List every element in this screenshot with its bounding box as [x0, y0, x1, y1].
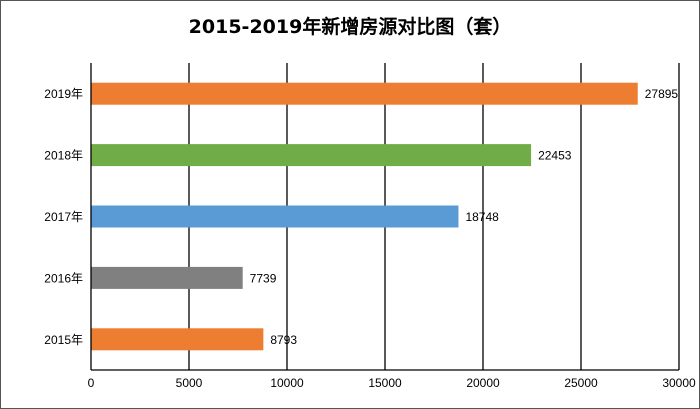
category-label: 2019年	[44, 87, 83, 101]
data-label: 18748	[465, 210, 499, 224]
category-label: 2017年	[44, 210, 83, 224]
x-tick-label: 0	[88, 376, 95, 390]
x-tick-label: 20000	[466, 376, 500, 390]
bars	[91, 82, 638, 351]
data-label: 27895	[645, 87, 679, 101]
labels: 0 5000 10000 15000 20000 25000 30000 2019年 27895…	[44, 87, 696, 390]
x-tick-label: 10000	[270, 376, 304, 390]
x-tick-label: 25000	[564, 376, 598, 390]
data-label: 8793	[270, 333, 297, 347]
x-tick-label: 30000	[662, 376, 696, 390]
data-label: 7739	[250, 271, 277, 285]
bar	[91, 82, 638, 105]
bar	[91, 328, 264, 351]
data-label: 22453	[538, 149, 572, 163]
category-label: 2016年	[44, 271, 83, 285]
chart-title: 2015-2019年新增房源对比图（套）	[189, 15, 512, 38]
bar	[91, 266, 243, 289]
bar	[91, 144, 532, 167]
x-tick-label: 5000	[176, 376, 203, 390]
category-label: 2015年	[44, 333, 83, 347]
category-label: 2018年	[44, 149, 83, 163]
axes	[90, 63, 679, 371]
bar	[91, 205, 459, 228]
x-tick-label: 15000	[368, 376, 402, 390]
grid-lines	[188, 63, 680, 370]
